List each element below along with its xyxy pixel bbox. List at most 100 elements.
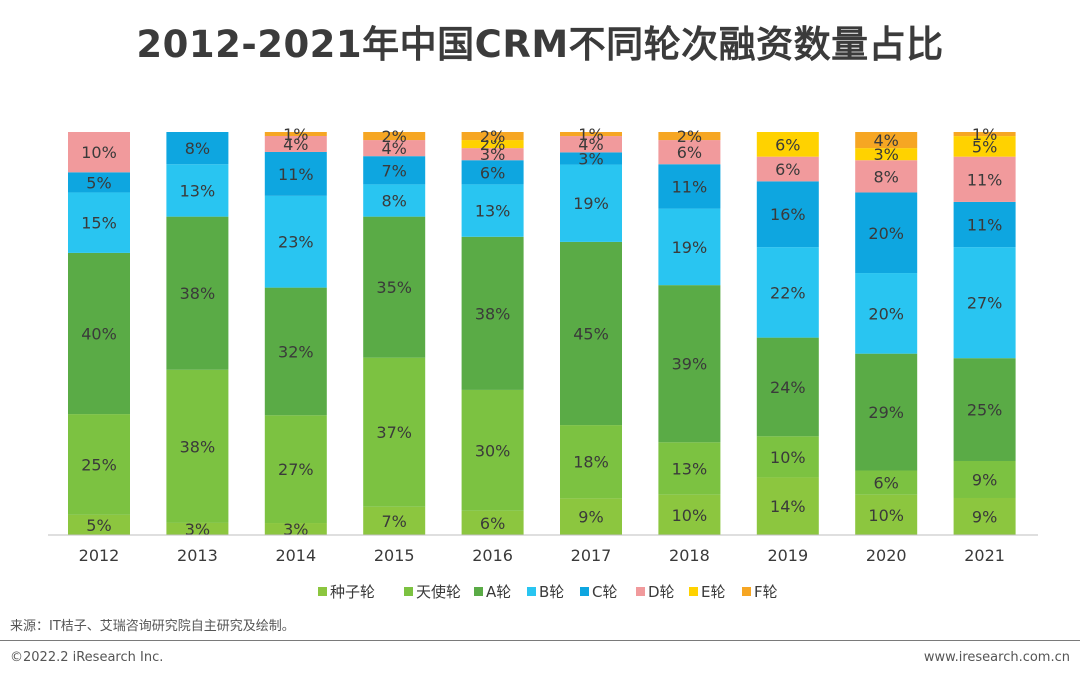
- data-label-2013-s1: 38%: [180, 437, 216, 456]
- data-label-2019-s4: 16%: [770, 205, 806, 224]
- bar-segment-2017-s1: [560, 425, 622, 499]
- data-label-2019-s1: 10%: [770, 448, 806, 467]
- data-label-2021-s1: 9%: [972, 470, 997, 489]
- data-label-2019-s0: 14%: [770, 497, 806, 516]
- x-tick-label: 2012: [79, 546, 120, 565]
- data-label-2013-s3: 13%: [180, 181, 216, 200]
- bar-segment-2020-s5: [855, 160, 918, 193]
- bar-segment-2021-s5: [953, 156, 1016, 202]
- bar-segment-2016-s0: [461, 510, 524, 535]
- data-label-2020-s4: 20%: [868, 224, 904, 243]
- data-label-2021-s4: 11%: [967, 216, 1003, 235]
- bar-segment-2021-s4: [953, 201, 1016, 248]
- bar-segment-2016-s5: [461, 148, 524, 161]
- bar-segment-2021-s0: [953, 497, 1016, 535]
- website-url: www.iresearch.com.cn: [923, 650, 1070, 665]
- data-label-2017-s5: 4%: [578, 135, 603, 154]
- data-label-2012-s4: 5%: [86, 173, 111, 192]
- bar-segment-2018-s5: [658, 140, 721, 165]
- data-label-2017-s7: 1%: [578, 125, 603, 144]
- legend-swatch: [404, 587, 413, 596]
- x-tick-label: 2016: [472, 546, 513, 565]
- data-label-2016-s1: 30%: [475, 441, 511, 460]
- legend-swatch: [580, 587, 589, 596]
- bar-segment-2020-s4: [855, 192, 918, 274]
- data-label-2012-s0: 5%: [86, 516, 111, 535]
- bar-segment-2017-s4: [560, 152, 622, 165]
- bar-segment-2019-s4: [756, 181, 819, 248]
- bar-segment-2015-s5: [363, 140, 426, 157]
- legend-swatch: [474, 587, 483, 596]
- bar-segment-2017-s5: [560, 136, 622, 153]
- legend-swatch: [742, 587, 751, 596]
- data-label-2018-s5: 6%: [677, 143, 702, 162]
- data-label-2016-s7: 2%: [480, 127, 505, 146]
- data-label-2014-s2: 32%: [278, 342, 314, 361]
- legend: 种子轮 天使轮 A轮 B轮 C轮 D轮 E轮 F轮: [318, 583, 778, 601]
- bar-segment-2015-s1: [363, 357, 426, 507]
- x-tick-label: 2017: [571, 546, 612, 565]
- legend-label: 天使轮: [416, 583, 461, 601]
- x-tick-label: 2014: [275, 546, 316, 565]
- bar-segment-2015-s7: [363, 132, 426, 141]
- bar-segment-2014-s0: [264, 523, 327, 535]
- bar-segment-2018-s3: [658, 208, 721, 286]
- x-tick-label: 2013: [177, 546, 218, 565]
- bar-segment-2013-s0: [166, 522, 229, 535]
- bar-segment-2017-s3: [560, 164, 622, 242]
- data-label-2016-s0: 6%: [480, 514, 505, 533]
- bar-segment-2021-s6: [953, 136, 1016, 157]
- data-label-2015-s1: 37%: [376, 423, 412, 442]
- data-label-2013-s0: 3%: [185, 520, 210, 539]
- data-label-2015-s2: 35%: [376, 278, 412, 297]
- bar-segment-2019-s1: [756, 436, 819, 478]
- x-tick-label: 2018: [669, 546, 710, 565]
- legend-label: E轮: [701, 583, 725, 601]
- bar-segment-2016-s7: [461, 132, 524, 141]
- data-label-2018-s0: 10%: [672, 506, 708, 525]
- bar-segment-2021-s1: [953, 460, 1016, 498]
- bar-segment-2020-s3: [855, 273, 918, 354]
- data-label-2012-s2: 40%: [81, 325, 117, 344]
- bar-segment-2014-s3: [264, 195, 327, 288]
- legend-label: B轮: [539, 583, 564, 601]
- bar-segment-2014-s5: [264, 135, 327, 152]
- copyright: ©2022.2 iResearch Inc.: [10, 650, 164, 665]
- data-label-2012-s1: 25%: [81, 455, 117, 474]
- bar-segment-2013-s3: [166, 164, 229, 217]
- data-label-2018-s3: 19%: [672, 238, 708, 257]
- data-label-2017-s0: 9%: [578, 508, 603, 527]
- footer-divider: [0, 640, 1080, 641]
- data-label-2016-s3: 13%: [475, 202, 511, 221]
- data-label-2014-s1: 27%: [278, 460, 314, 479]
- x-tick-labels: 2012 2013 2014 2015 2016 2017 2018 2019 2020 2021: [79, 546, 1005, 565]
- bar-segment-2019-s6: [756, 132, 819, 157]
- data-label-2020-s5: 8%: [874, 167, 899, 186]
- data-label-2016-s4: 6%: [480, 163, 505, 182]
- data-label-2014-s3: 23%: [278, 233, 314, 252]
- data-label-2015-s5: 4%: [382, 139, 407, 158]
- data-label-2021-s5: 11%: [967, 170, 1003, 189]
- bar-segment-2020-s6: [855, 148, 918, 161]
- bar-segment-2019-s3: [756, 247, 819, 338]
- bar-segment-2017-s2: [560, 241, 622, 426]
- data-label-2019-s6: 6%: [775, 135, 800, 154]
- bar-segment-2013-s1: [166, 369, 229, 523]
- legend-label: D轮: [648, 583, 675, 601]
- bar-segment-2015-s2: [363, 216, 426, 358]
- data-label-2019-s2: 24%: [770, 378, 806, 397]
- bar-segment-2014-s2: [264, 287, 327, 416]
- x-tick-label: 2019: [767, 546, 808, 565]
- data-label-2017-s3: 19%: [573, 194, 609, 213]
- bar-segment-2014-s7: [264, 132, 327, 136]
- data-label-2015-s3: 8%: [382, 192, 407, 211]
- data-label-2014-s5: 4%: [283, 135, 308, 154]
- bar-segment-2021-s2: [953, 358, 1016, 461]
- data-label-2021-s7: 1%: [972, 125, 997, 144]
- data-label-2015-s4: 7%: [382, 161, 407, 180]
- data-label-2021-s6: 5%: [972, 137, 997, 156]
- legend-label: C轮: [592, 583, 617, 601]
- bar-segment-2016-s2: [461, 236, 524, 390]
- data-label-2013-s4: 8%: [185, 139, 210, 158]
- bar-segment-2015-s0: [363, 506, 426, 535]
